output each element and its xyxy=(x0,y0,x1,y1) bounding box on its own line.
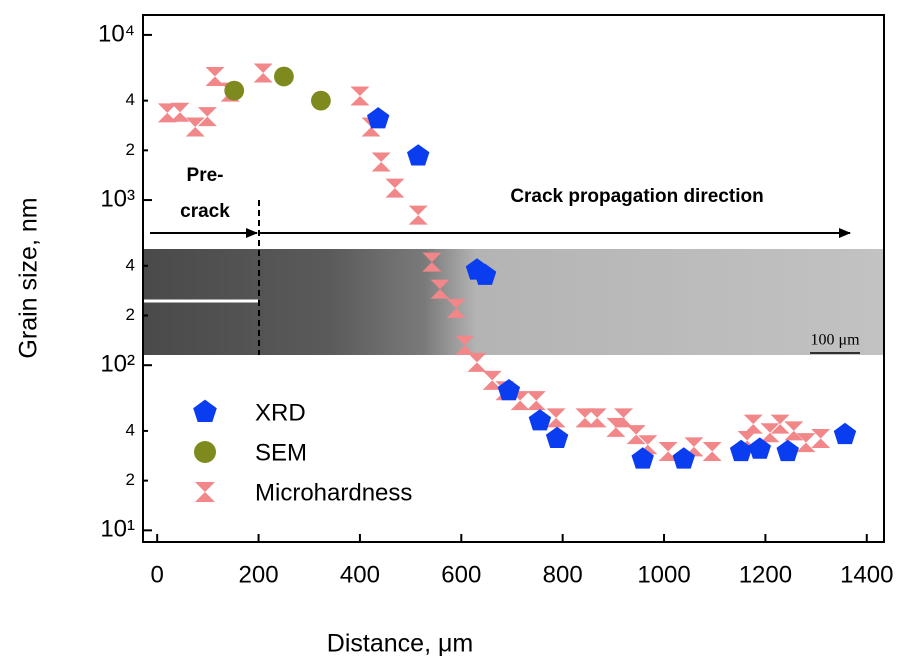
x-tick-label: 800 xyxy=(543,561,583,588)
point xyxy=(205,66,225,86)
x-tick-label: 1000 xyxy=(637,561,690,588)
point xyxy=(613,408,633,428)
point xyxy=(407,144,430,166)
point xyxy=(811,428,831,448)
point xyxy=(422,252,442,272)
x-axis-label: Distance, μm xyxy=(327,630,473,658)
y-tick-label: 2 xyxy=(126,140,135,159)
point xyxy=(545,426,569,448)
point xyxy=(796,433,816,453)
y-axis-label: Grain size, nm xyxy=(15,197,43,358)
y-tick-label: 10⁴ xyxy=(98,20,135,47)
point xyxy=(497,379,521,401)
point xyxy=(833,422,857,445)
point xyxy=(702,442,722,462)
point xyxy=(526,391,546,411)
point xyxy=(446,298,466,318)
point xyxy=(197,107,217,127)
point xyxy=(253,63,273,83)
point xyxy=(528,409,552,431)
point xyxy=(367,107,390,129)
legend-label: Microhardness xyxy=(255,479,412,506)
point xyxy=(170,102,190,122)
x-tick-label: 600 xyxy=(441,561,481,588)
point xyxy=(546,408,566,428)
point xyxy=(473,263,497,285)
point xyxy=(784,421,804,441)
point xyxy=(224,80,245,101)
point xyxy=(467,352,487,372)
legend-marker xyxy=(194,441,216,463)
point xyxy=(371,152,391,172)
plot-frame xyxy=(142,14,885,543)
point xyxy=(455,335,475,355)
y-tick-label: 10³ xyxy=(100,185,135,212)
point xyxy=(274,66,294,87)
y-tick-label: 2 xyxy=(126,305,135,324)
x-tick-label: 200 xyxy=(239,561,279,588)
point xyxy=(587,408,607,428)
x-tick-label: 1400 xyxy=(840,561,893,588)
point xyxy=(626,425,646,445)
annotation: Crack propagation direction xyxy=(510,186,763,207)
y-tick-label: 2 xyxy=(126,470,135,489)
legend-label: SEM xyxy=(255,439,307,466)
legend-marker xyxy=(195,482,215,502)
scale-bar-label: 100 μm xyxy=(810,332,860,349)
y-tick-label: 4 xyxy=(126,255,135,274)
point xyxy=(350,86,370,106)
point xyxy=(185,117,205,137)
legend-marker xyxy=(193,399,217,422)
point xyxy=(575,408,595,428)
point xyxy=(729,439,753,462)
point xyxy=(743,414,763,434)
point xyxy=(385,178,405,198)
point xyxy=(311,90,331,111)
annotation: crack xyxy=(180,201,230,222)
plot-layer: 100 μm Pre- crack Crack propagation dire… xyxy=(143,165,884,355)
x-tick-label: 1200 xyxy=(739,561,792,588)
legend-label: XRD xyxy=(255,399,306,426)
point xyxy=(776,439,799,462)
point xyxy=(430,279,450,299)
point xyxy=(157,103,177,123)
y-tick-label: 4 xyxy=(126,420,135,439)
point xyxy=(748,437,771,459)
x-tick-label: 400 xyxy=(340,561,380,588)
annotation: Pre- xyxy=(187,165,224,186)
point xyxy=(760,423,780,443)
y-tick-label: 10¹ xyxy=(100,516,135,543)
point xyxy=(408,205,428,225)
point xyxy=(631,447,654,469)
point xyxy=(770,414,790,434)
y-tick-label: 10² xyxy=(100,351,135,378)
point xyxy=(658,442,678,462)
point xyxy=(482,370,502,390)
y-tick-label: 4 xyxy=(126,90,135,109)
point xyxy=(672,447,695,469)
x-tick-label: 0 xyxy=(151,561,164,588)
micrograph xyxy=(143,249,884,355)
